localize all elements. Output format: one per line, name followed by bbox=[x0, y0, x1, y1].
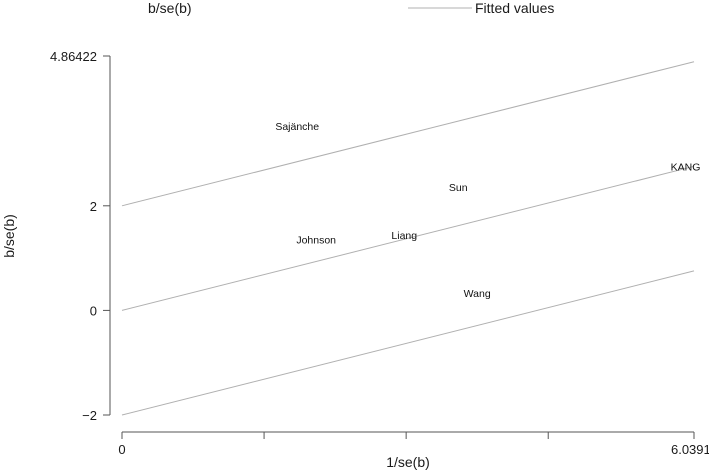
study-point-label: Johnson bbox=[296, 234, 336, 246]
point-labels: Sajänche KANG Sun Johnson Liang Wang bbox=[275, 121, 700, 300]
y-tick-label: 2 bbox=[90, 199, 97, 214]
study-point-label: Liang bbox=[391, 230, 417, 242]
y-ticks: −2 0 2 4.86422 bbox=[50, 49, 110, 423]
study-point-label: Sajänche bbox=[275, 121, 319, 133]
legend-entry-points: b/se(b) bbox=[148, 0, 192, 16]
fit-line bbox=[121, 165, 695, 311]
y-tick-label: −2 bbox=[82, 408, 97, 423]
fit-line bbox=[121, 61, 695, 207]
legend-entry-fitted: Fitted values bbox=[475, 0, 554, 16]
axes bbox=[109, 56, 694, 433]
fit-lines bbox=[121, 61, 695, 416]
study-point-label: Sun bbox=[449, 182, 468, 194]
y-tick-label: 4.86422 bbox=[50, 49, 97, 64]
y-tick-label: 0 bbox=[90, 303, 97, 318]
y-axis-title: b/se(b) bbox=[1, 214, 17, 258]
legend: b/se(b) Fitted values bbox=[148, 0, 554, 16]
study-point-label: Wang bbox=[464, 288, 491, 300]
x-tick-label: 6.03911 bbox=[671, 442, 709, 457]
x-axis-title: 1/se(b) bbox=[386, 454, 430, 470]
fit-line bbox=[121, 270, 695, 416]
x-tick-label: 0 bbox=[118, 442, 125, 457]
study-point-label: KANG bbox=[671, 162, 701, 174]
x-ticks: 0 6.03911 bbox=[118, 432, 709, 457]
